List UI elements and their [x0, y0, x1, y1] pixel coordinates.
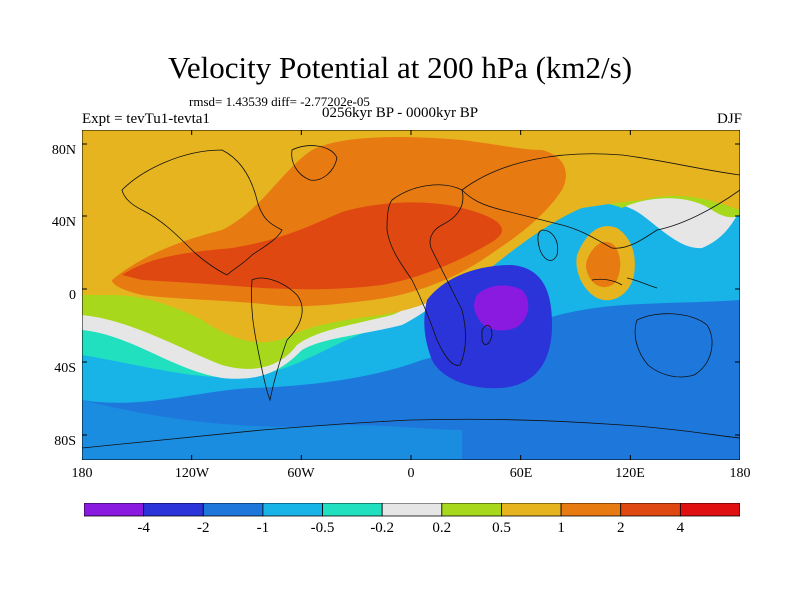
- colorbar-label: -0.2: [370, 520, 395, 536]
- lon-label-120w: 120W: [174, 466, 210, 481]
- colorbar-box: [441, 503, 502, 517]
- lat-label-0: 0: [69, 288, 76, 303]
- field-south-light: [82, 400, 462, 460]
- colorbar-label: -0.5: [310, 520, 335, 536]
- colorbar-label: -1: [256, 520, 270, 536]
- lat-label-80s: 80S: [54, 434, 76, 449]
- rmsd-diff-stats: rmsd= 1.43539 diff= -2.77202e-05: [189, 94, 370, 109]
- experiment-label: Expt = tevTu1-tevta1: [82, 111, 210, 127]
- colorbar-label: 4: [676, 520, 685, 536]
- lon-label-60e: 60E: [509, 466, 533, 481]
- lon-label-60w: 60W: [287, 466, 315, 481]
- lon-label-180-right: 180: [729, 466, 751, 481]
- field-red-orange: [122, 202, 502, 290]
- velocity-potential-map: [82, 130, 740, 460]
- colorbar-box: [84, 503, 145, 517]
- season-label: DJF: [716, 111, 742, 127]
- field-purple: [474, 285, 529, 331]
- lon-label-120e: 120E: [615, 466, 645, 481]
- colorbar-label: -4: [137, 520, 150, 536]
- colorbar: [84, 503, 740, 517]
- colorbar-label: 0.2: [432, 520, 452, 536]
- field-wp-orange: [586, 241, 621, 288]
- lon-label-0: 0: [407, 466, 415, 481]
- colorbar-box: [262, 503, 323, 517]
- colorbar-label: 1: [557, 520, 565, 536]
- colorbar-box: [143, 503, 204, 517]
- lat-label-40s: 40S: [54, 361, 76, 376]
- coastlines: [82, 145, 740, 449]
- colorbar-label: 0.5: [492, 520, 511, 536]
- lat-label-80n: 80N: [51, 143, 76, 158]
- colorbar-box: [560, 503, 622, 517]
- colorbar-label: -2: [197, 520, 210, 536]
- period-label: 0256kyr BP - 0000kyr BP: [322, 105, 479, 121]
- colorbar-box: [620, 503, 681, 517]
- colorbar-box: [381, 503, 443, 517]
- colorbar-label: 2: [616, 520, 625, 536]
- map-title: Velocity Potential at 200 hPa (km2/s): [167, 50, 633, 85]
- colorbar-box: [202, 503, 264, 517]
- colorbar-box: [501, 503, 562, 517]
- lat-label-40n: 40N: [51, 215, 76, 230]
- colorbar-box: [679, 503, 740, 517]
- colorbar-box: [322, 503, 383, 517]
- lon-label-180-left: 180: [71, 466, 93, 481]
